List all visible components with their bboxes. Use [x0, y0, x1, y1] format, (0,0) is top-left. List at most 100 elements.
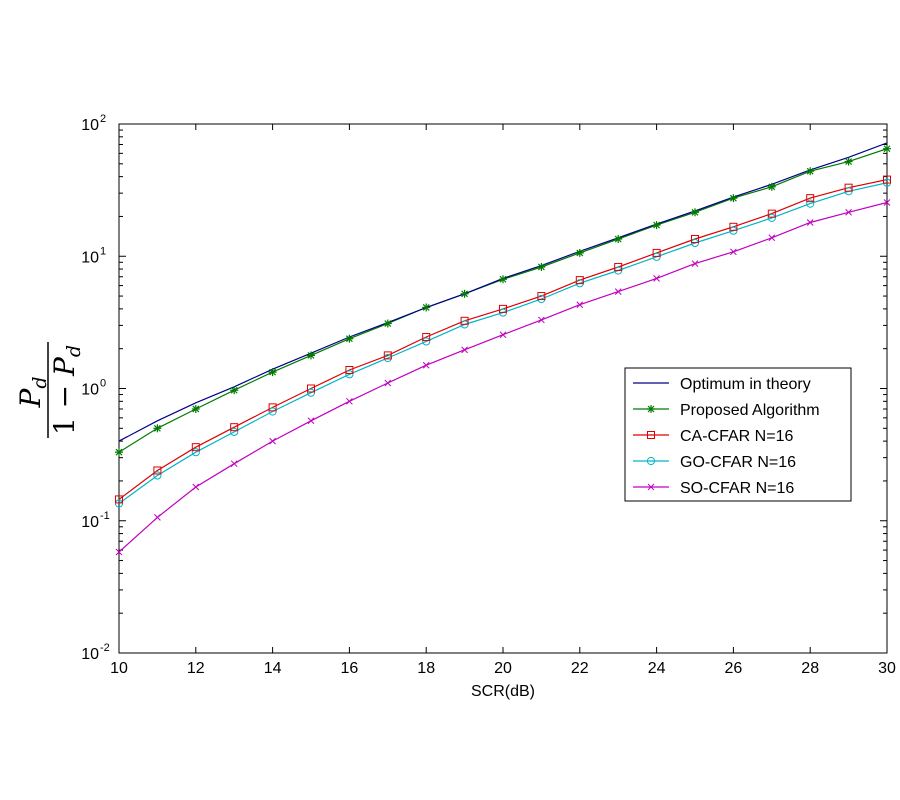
x-tick-label: 20	[494, 660, 512, 677]
point-proposed	[460, 289, 469, 298]
legend-item-so-cfar: SO-CFAR N=16	[633, 480, 794, 497]
x-tick-label: 10	[110, 660, 128, 677]
point-so-cfar	[269, 437, 276, 445]
point-ca-cfar	[191, 443, 200, 452]
point-proposed	[499, 275, 507, 284]
point-ca-cfar	[575, 276, 584, 285]
point-proposed	[652, 221, 661, 230]
point-ca-cfar	[383, 351, 392, 360]
point-ca-cfar	[230, 423, 239, 432]
point-so-cfar	[384, 379, 392, 387]
point-proposed	[575, 248, 584, 257]
y-label-numerator: P	[14, 388, 47, 409]
x-tick-label: 24	[648, 660, 666, 677]
point-ca-cfar	[268, 403, 277, 412]
point-proposed	[691, 208, 699, 217]
point-so-cfar	[614, 288, 622, 295]
point-proposed	[345, 334, 354, 343]
point-go-cfar	[191, 448, 200, 457]
legend-marker	[647, 483, 655, 491]
y-label-numerator-sub: d	[29, 376, 51, 388]
point-go-cfar	[767, 213, 776, 222]
point-so-cfar	[883, 199, 891, 206]
point-go-cfar	[422, 337, 431, 346]
legend-marker	[647, 431, 655, 439]
point-proposed	[614, 235, 623, 244]
x-tick-label: 14	[264, 660, 282, 677]
point-so-cfar	[307, 417, 315, 425]
point-go-cfar	[230, 427, 239, 436]
point-ca-cfar	[767, 209, 776, 218]
point-ca-cfar	[806, 194, 815, 203]
point-go-cfar	[268, 407, 277, 416]
point-go-cfar	[153, 471, 162, 480]
point-proposed	[307, 351, 315, 360]
point-ca-cfar	[499, 304, 507, 313]
x-tick-label: 16	[341, 660, 359, 677]
markers-layer	[114, 144, 892, 556]
point-ca-cfar	[422, 333, 431, 342]
y-tick-exponent: 2	[100, 113, 106, 125]
point-proposed	[383, 319, 392, 328]
legend-item-ca-cfar: CA-CFAR N=16	[633, 428, 793, 445]
y-tick-exponent: 1	[100, 245, 106, 257]
y-tick-label: 10	[81, 382, 99, 399]
y-tick-label: 10	[81, 117, 99, 134]
point-so-cfar	[461, 346, 468, 354]
point-so-cfar	[230, 460, 238, 468]
point-so-cfar	[768, 234, 776, 242]
point-ca-cfar	[460, 316, 469, 325]
point-go-cfar	[114, 499, 124, 508]
legend-label: SO-CFAR N=16	[680, 480, 794, 497]
x-tick-labels: 10 12 14 16 18 20 22 24 26 28 30	[110, 660, 896, 677]
point-go-cfar	[806, 199, 815, 208]
x-tick-label: 30	[878, 660, 896, 677]
x-tick-label: 26	[725, 660, 743, 677]
point-proposed	[115, 448, 123, 457]
point-proposed	[844, 157, 853, 166]
point-so-cfar	[730, 248, 737, 256]
x-tick-label: 28	[801, 660, 819, 677]
point-ca-cfar	[614, 262, 623, 271]
point-so-cfar	[538, 316, 545, 324]
point-proposed	[729, 194, 738, 203]
legend-label: GO-CFAR N=16	[680, 454, 796, 471]
y-tick-exponent: -1	[100, 510, 110, 522]
point-proposed	[191, 404, 200, 413]
point-so-cfar	[653, 275, 660, 282]
legend-label: CA-CFAR N=16	[680, 428, 793, 445]
y-tick-exponent: 0	[100, 378, 106, 390]
point-so-cfar	[115, 548, 123, 556]
legend-label: Optimum in theory	[680, 376, 811, 393]
point-so-cfar	[576, 301, 584, 309]
x-tick-label: 12	[187, 660, 205, 677]
svg-text:Pd: Pd	[14, 376, 51, 408]
point-so-cfar	[192, 483, 200, 491]
point-ca-cfar	[652, 248, 661, 257]
legend-item-proposed: Proposed Algorithm	[633, 402, 820, 419]
x-tick-label: 18	[417, 660, 435, 677]
point-proposed	[230, 386, 239, 395]
point-proposed	[268, 368, 277, 377]
point-proposed	[537, 262, 546, 271]
point-ca-cfar	[537, 292, 546, 301]
y-label-denominator-prefix: 1 −	[48, 376, 81, 435]
point-so-cfar	[499, 331, 507, 339]
point-ca-cfar	[153, 466, 162, 475]
point-ca-cfar	[729, 222, 738, 231]
point-proposed	[767, 182, 776, 191]
legend-marker	[646, 456, 656, 466]
y-tick-label: 10	[81, 249, 99, 266]
point-proposed	[883, 144, 891, 153]
point-proposed	[806, 167, 815, 176]
y-label-denominator-sub: d	[63, 345, 85, 357]
legend-marker	[647, 405, 655, 413]
legend-label: Proposed Algorithm	[680, 402, 820, 419]
y-tick-label: 10	[81, 514, 99, 531]
point-so-cfar	[346, 397, 353, 405]
point-so-cfar	[422, 361, 430, 369]
point-so-cfar	[154, 514, 161, 521]
point-proposed	[422, 303, 431, 312]
legend-item-go-cfar: GO-CFAR N=16	[633, 454, 796, 471]
